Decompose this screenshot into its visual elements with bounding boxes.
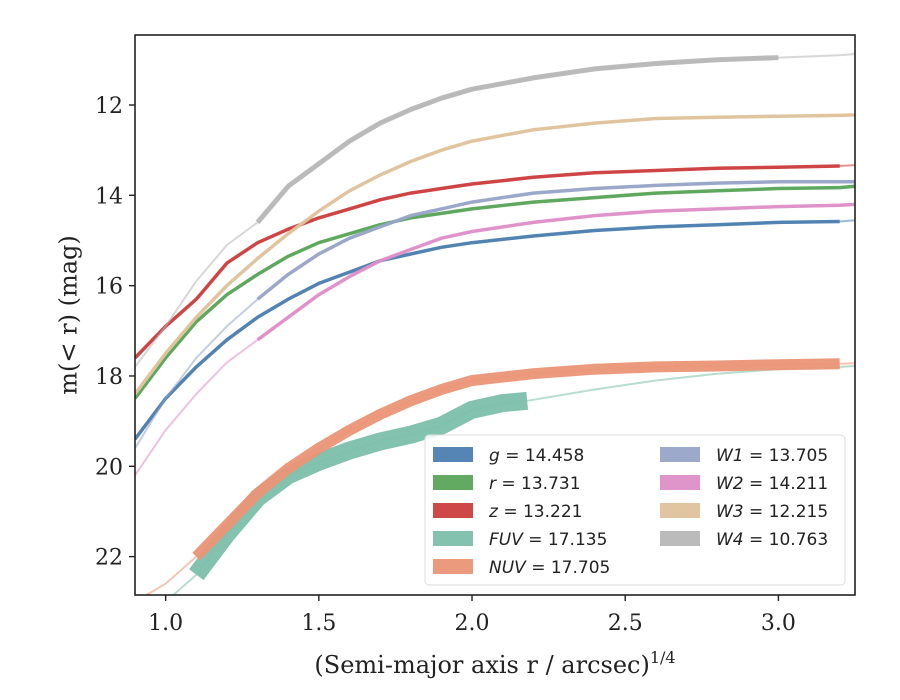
legend-label-w4: W4 = 10.763 xyxy=(716,530,828,550)
legend-label-z: z = 13.221 xyxy=(488,502,582,522)
series-layer xyxy=(135,53,855,595)
y-tick-label: 12 xyxy=(95,94,123,119)
series-band-w4 xyxy=(255,55,779,225)
legend-label-w2: W2 = 14.211 xyxy=(716,474,828,494)
legend-swatch-g xyxy=(433,447,473,462)
series-band-r xyxy=(135,184,855,400)
x-tick-label: 2.5 xyxy=(608,611,643,636)
series-band-w3 xyxy=(135,113,855,396)
series-band-w2 xyxy=(256,202,855,342)
legend-label-fuv: FUV = 17.135 xyxy=(489,530,607,550)
series-band-z xyxy=(135,164,840,360)
x-axis-label: (Semi-major axis r / arcsec)1/4 xyxy=(314,648,675,679)
legend-label-nuv: NUV = 17.705 xyxy=(489,558,610,578)
legend-swatch-w3 xyxy=(660,503,700,518)
series-line-w4 xyxy=(135,53,855,368)
series-band-w1 xyxy=(256,180,855,301)
legend-swatch-nuv xyxy=(433,559,473,574)
legend-swatch-r xyxy=(433,475,473,490)
plot-frame xyxy=(134,34,856,596)
legend-label-r: r = 13.731 xyxy=(489,474,581,494)
legend-swatch-fuv xyxy=(433,531,473,546)
y-tick-label: 18 xyxy=(95,365,123,390)
y-tick-label: 20 xyxy=(95,455,123,480)
y-tick-label: 14 xyxy=(95,184,123,209)
y-axis-label: m(< r) (mag) xyxy=(55,235,83,394)
y-axis-ticks: 12 14 16 18 20 22 xyxy=(95,94,135,571)
x-axis-ticks: 1.0 1.5 2.0 2.5 3.0 xyxy=(148,595,796,636)
x-tick-label: 2.0 xyxy=(455,611,490,636)
legend-label-w3: W3 = 12.215 xyxy=(716,502,828,522)
x-axis-label-exponent: 1/4 xyxy=(650,648,676,667)
x-tick-label: 1.0 xyxy=(148,611,183,636)
legend: g = 14.458 r = 13.731 z = 13.221 FUV = 17.1… xyxy=(424,434,846,586)
x-tick-label: 3.0 xyxy=(761,611,796,636)
y-tick-label: 22 xyxy=(95,546,123,571)
legend-swatch-w4 xyxy=(660,531,700,546)
x-tick-label: 1.5 xyxy=(301,611,336,636)
legend-label-w1: W1 = 13.705 xyxy=(716,446,828,466)
legend-label-g: g = 14.458 xyxy=(489,446,584,466)
y-tick-label: 16 xyxy=(95,275,123,300)
series-band-g xyxy=(135,219,840,441)
series-band-nuv xyxy=(192,358,840,561)
legend-swatch-w2 xyxy=(660,475,700,490)
legend-box xyxy=(424,434,846,586)
legend-swatch-z xyxy=(433,503,473,518)
legend-swatch-w1 xyxy=(660,447,700,462)
